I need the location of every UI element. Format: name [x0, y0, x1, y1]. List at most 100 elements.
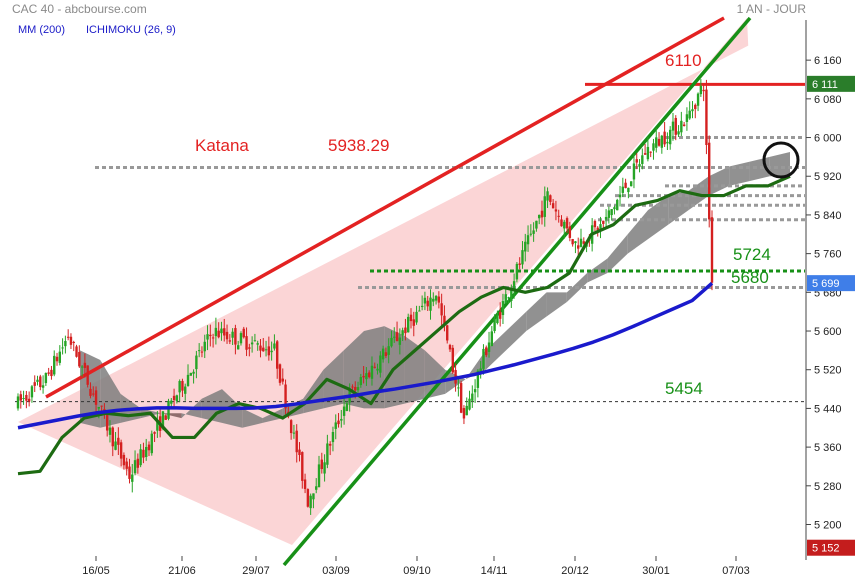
candle-body	[412, 319, 415, 326]
candle-body	[281, 378, 284, 382]
candle-body	[273, 343, 276, 349]
candle-body	[641, 155, 644, 164]
candle-body	[437, 296, 441, 303]
annotation-label: Katana	[195, 136, 249, 155]
ma200-line	[17, 281, 714, 430]
candle-body	[407, 316, 410, 333]
candle-body	[170, 400, 173, 404]
candle-body	[593, 221, 597, 228]
candle-body	[326, 443, 329, 465]
candle-body	[510, 288, 513, 302]
candle-body	[125, 461, 128, 469]
candle-body	[225, 331, 229, 340]
x-tick-label: 09/10	[403, 565, 431, 577]
candle-body	[362, 375, 365, 378]
y-tick-label: 5 600	[814, 326, 842, 338]
candle-body	[680, 120, 683, 133]
candle-body	[231, 331, 234, 338]
candle-body	[457, 387, 460, 389]
candle-body	[236, 345, 240, 350]
y-tick-label: 5 200	[814, 520, 842, 532]
candle-body	[409, 314, 413, 322]
candle-body	[688, 110, 691, 119]
y-tick-label: 5 280	[814, 481, 842, 493]
candle-body	[242, 328, 245, 338]
cloud-segment	[769, 152, 790, 177]
cloud-segment	[323, 350, 344, 409]
candle-body	[315, 486, 318, 490]
candle-body	[136, 458, 140, 468]
chart-title: CAC 40 - abcbourse.com	[12, 2, 147, 16]
candle-body	[30, 386, 34, 398]
candle-body	[557, 215, 560, 217]
candle-body	[342, 406, 346, 416]
candle-body	[133, 460, 137, 474]
candle-body	[663, 131, 666, 145]
candle-body	[97, 406, 101, 409]
candle-body	[69, 336, 73, 345]
candle-body	[239, 333, 243, 344]
candle-body	[426, 300, 429, 307]
candle-body	[351, 386, 354, 388]
candle-body	[574, 241, 577, 244]
candle-body	[228, 340, 232, 342]
candle-body	[451, 347, 454, 373]
candle-body	[518, 263, 521, 265]
candle-body	[47, 372, 50, 374]
candle-body	[705, 89, 708, 146]
x-tick-label: 14/11	[481, 565, 508, 577]
candle-body	[607, 210, 611, 218]
candle-body	[365, 373, 368, 380]
candle-body	[289, 420, 293, 434]
wedge-upper-line	[45, 16, 725, 399]
candle-body	[214, 327, 218, 337]
candle-body	[496, 315, 499, 324]
candle-body	[192, 371, 195, 374]
candle-body	[708, 142, 711, 220]
annotation-label: 6110	[665, 51, 702, 70]
candle-body	[526, 235, 530, 245]
candle-body	[487, 342, 491, 352]
candle-body	[674, 117, 677, 135]
candle-body	[577, 245, 580, 249]
ma-price-tag	[807, 275, 855, 292]
candle-body	[36, 379, 39, 382]
candle-body	[418, 310, 421, 312]
candle-body	[250, 342, 254, 345]
candle-body	[105, 413, 109, 431]
candle-body	[535, 220, 538, 229]
candle-body	[694, 104, 697, 110]
candle-body	[50, 369, 53, 377]
candle-body	[78, 351, 81, 367]
y-tick-label: 5 360	[814, 442, 842, 454]
candle-body	[434, 295, 438, 301]
candle-body	[498, 311, 502, 319]
candle-body	[540, 210, 544, 218]
candle-body	[86, 365, 89, 385]
candle-body	[627, 187, 630, 193]
annotation-label: 5454	[665, 379, 703, 398]
candle-body	[41, 385, 45, 388]
cloud-segment	[424, 350, 446, 399]
candle-body	[309, 495, 312, 509]
candle-body	[147, 444, 151, 451]
annotations: Katana 5938.29 6110 5724 5680 5454	[195, 51, 771, 398]
candle-body	[128, 466, 131, 479]
candle-body	[604, 216, 608, 220]
candle-body	[217, 330, 220, 338]
candle-body	[61, 347, 64, 349]
candle-body	[184, 386, 187, 394]
candle-body	[512, 281, 516, 291]
candle-body	[671, 121, 675, 131]
candle-body	[554, 209, 558, 212]
candle-body	[161, 411, 165, 429]
candle-body	[206, 334, 209, 340]
cloud-segment	[607, 234, 628, 273]
candle-body	[27, 398, 31, 402]
candle-body	[696, 93, 700, 106]
annotation-label: 5724	[733, 245, 771, 264]
candle-body	[582, 241, 585, 244]
candle-body	[549, 195, 552, 202]
candle-body	[501, 301, 505, 316]
cloud-segment	[506, 311, 527, 351]
